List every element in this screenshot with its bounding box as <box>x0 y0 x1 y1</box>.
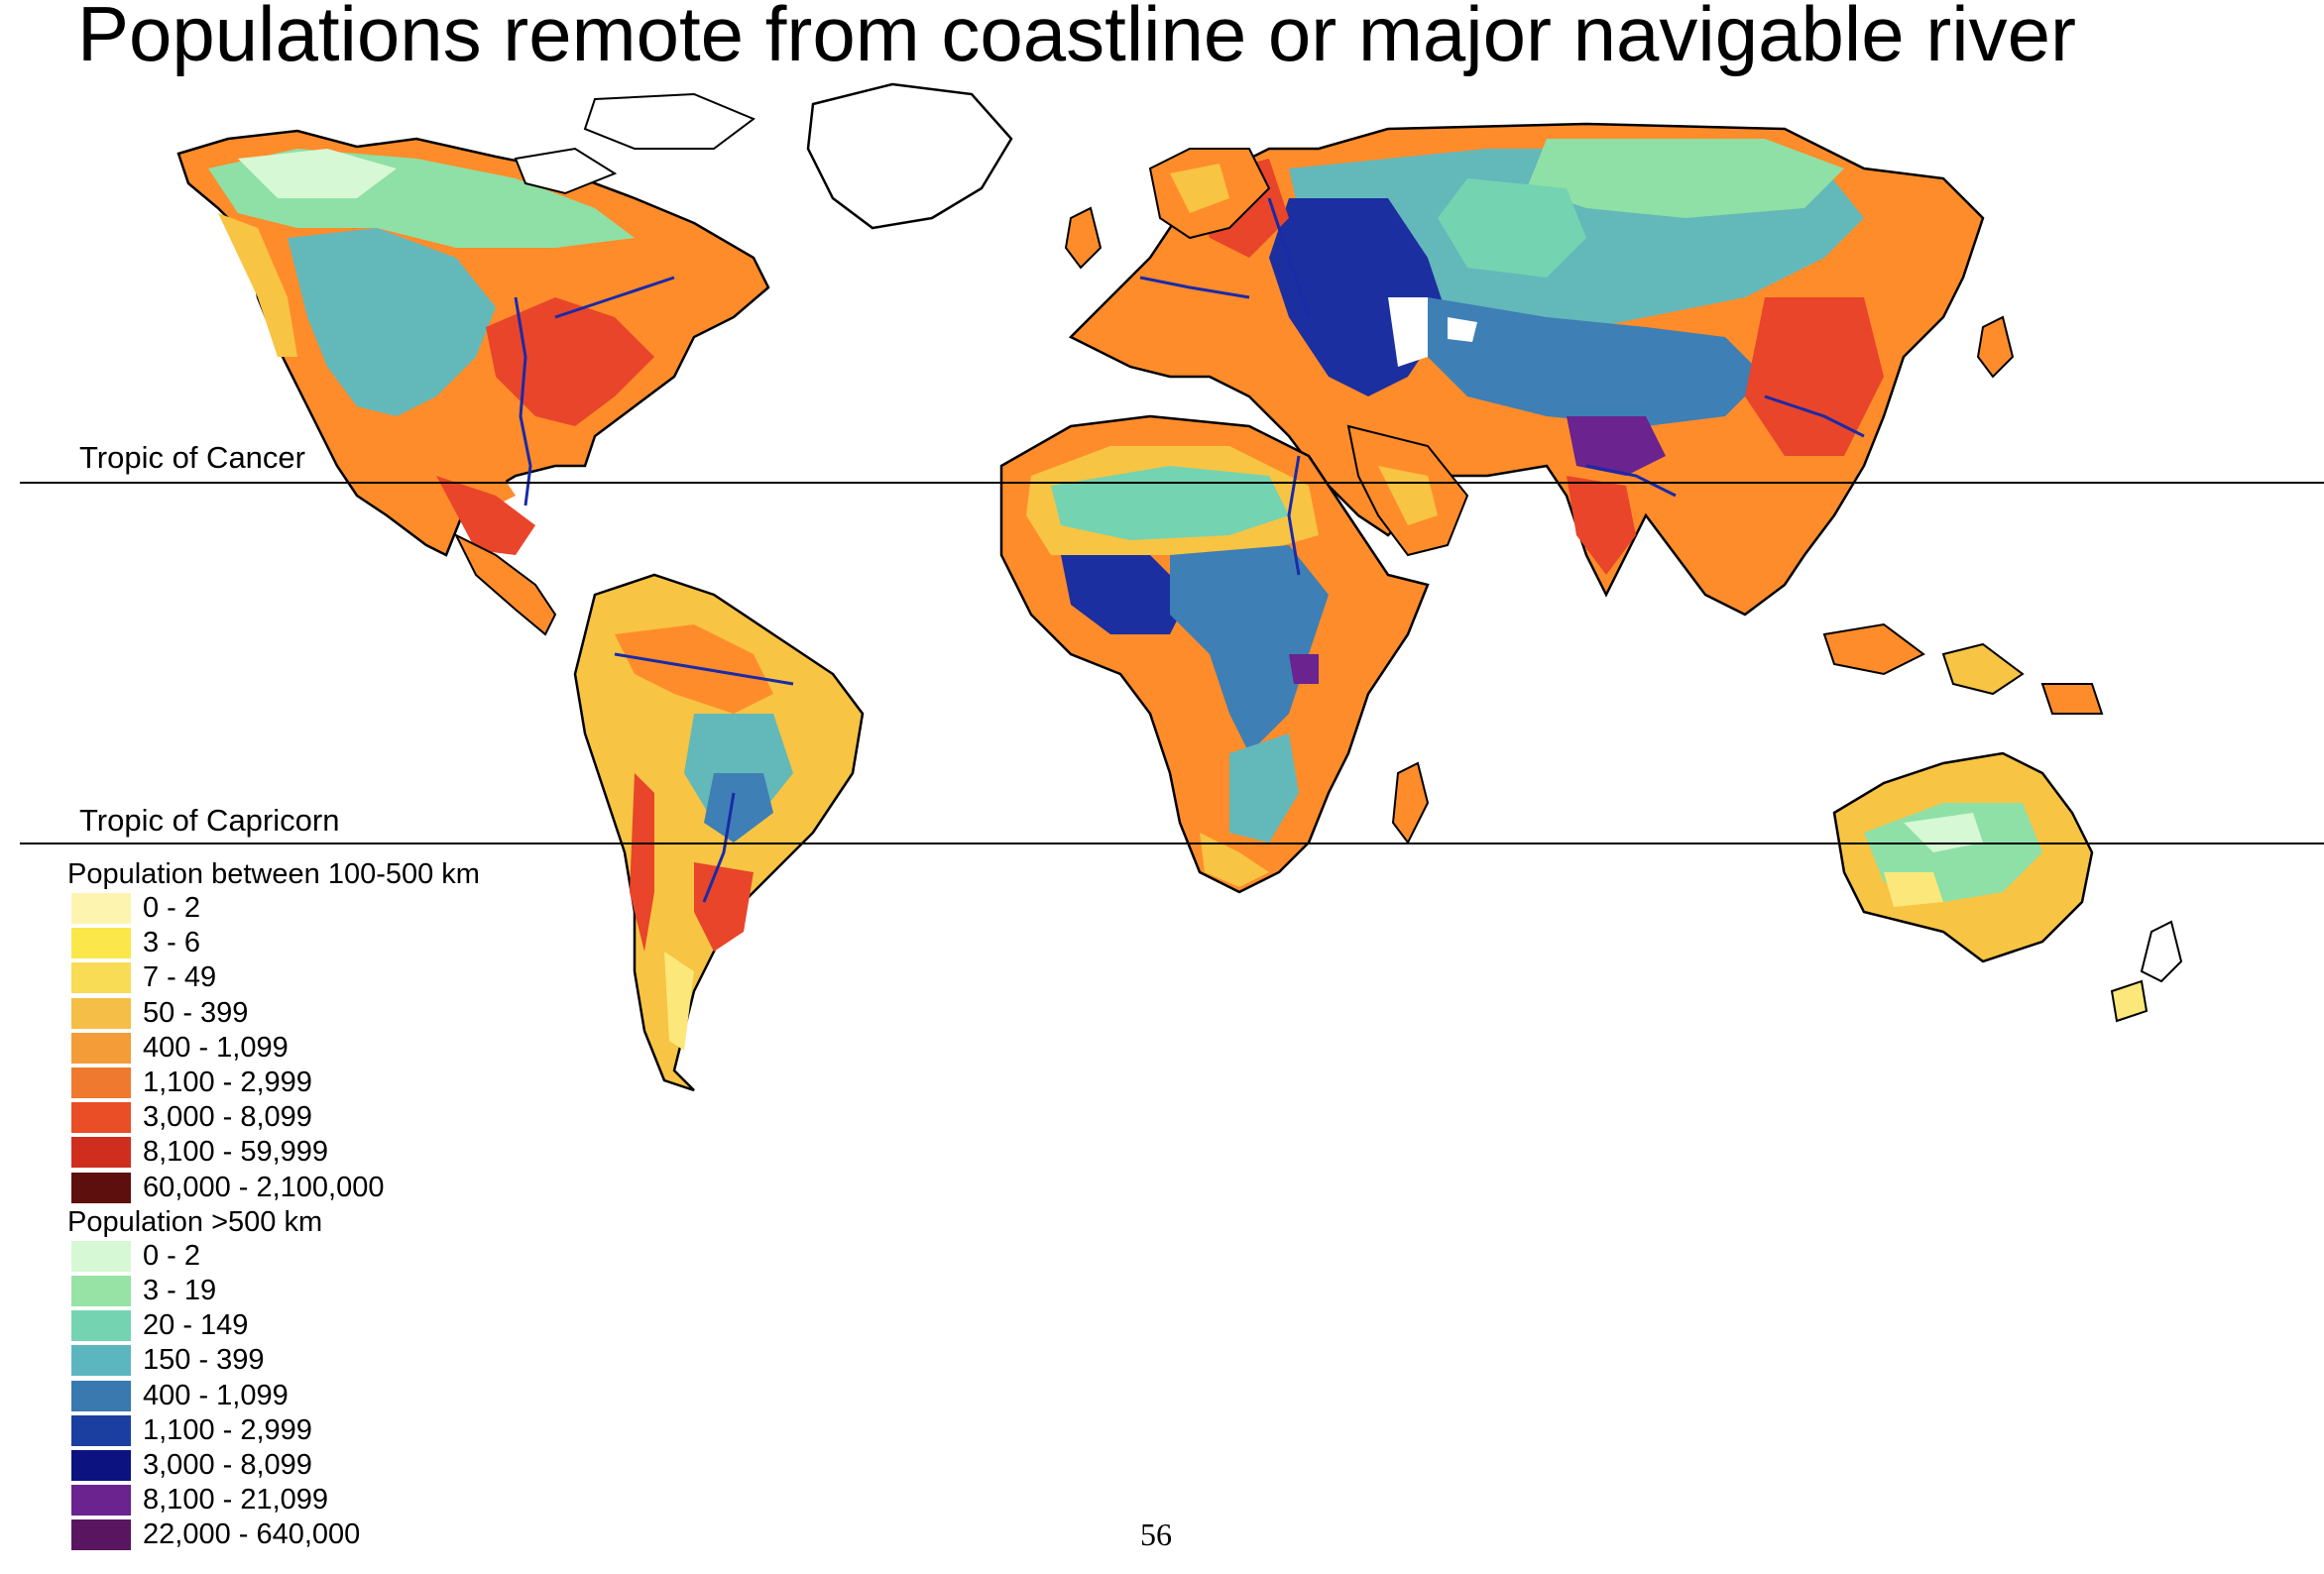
legend-swatch <box>71 1032 131 1064</box>
nile-river <box>1287 455 1301 576</box>
legend-label: 400 - 1,099 <box>143 1031 289 1064</box>
ganges-river <box>1585 464 1677 498</box>
legend-label: 8,100 - 59,999 <box>143 1136 329 1169</box>
legend-item: 8,100 - 59,999 <box>67 1135 480 1170</box>
legend-label: 1,100 - 2,999 <box>143 1067 312 1099</box>
legend-label: 1,100 - 2,999 <box>143 1413 312 1446</box>
legend-swatch <box>71 1137 131 1169</box>
legend-item: 150 - 399 <box>67 1343 480 1378</box>
page-title: Populations remote from coastline or maj… <box>77 0 2076 77</box>
legend-item: 1,100 - 2,999 <box>67 1413 480 1448</box>
legend-swatch <box>71 1414 131 1446</box>
legend-swatch <box>71 928 131 959</box>
legend-label: 8,100 - 21,099 <box>143 1484 329 1517</box>
legend-item: 50 - 399 <box>67 996 480 1031</box>
legend-label: 400 - 1,099 <box>143 1379 289 1411</box>
legend-label: 0 - 2 <box>143 1239 201 1272</box>
greenland-outline <box>806 82 1013 230</box>
australia <box>1832 751 2183 1023</box>
legend-swatch <box>71 962 131 994</box>
legend-swatch <box>71 1102 131 1134</box>
legend-item: 0 - 2 <box>67 891 480 926</box>
legend-swatch <box>71 997 131 1029</box>
legend-far-title: Population >500 km <box>67 1205 323 1238</box>
africa <box>999 414 1430 894</box>
parana-river <box>702 792 736 903</box>
yangtze-river <box>1764 394 1865 438</box>
legend-label: 50 - 399 <box>143 996 249 1029</box>
legend-label: 0 - 2 <box>143 892 201 925</box>
legend-item: 20 - 149 <box>67 1308 480 1343</box>
legend-label: 22,000 - 640,000 <box>143 1518 361 1551</box>
mississippi-river <box>514 296 532 506</box>
legend-swatch <box>71 893 131 925</box>
legend-label: 150 - 399 <box>143 1344 265 1377</box>
st-lawrence-river <box>554 276 675 319</box>
legend-item: 7 - 49 <box>67 960 480 995</box>
danube-river <box>1139 276 1250 299</box>
legend-swatch <box>71 1519 131 1551</box>
legend-swatch <box>71 1240 131 1272</box>
legend-swatch <box>71 1345 131 1377</box>
tropic-of-cancer-label: Tropic of Cancer <box>79 440 305 475</box>
legend-item: 3,000 - 8,099 <box>67 1448 480 1483</box>
legend-label: 3 - 6 <box>143 927 201 959</box>
legend-item: 3 - 19 <box>67 1274 480 1308</box>
legend-swatch <box>71 1275 131 1306</box>
legend-label: 7 - 49 <box>143 961 217 994</box>
north-america <box>176 82 1013 636</box>
legend-label: 3,000 - 8,099 <box>143 1101 312 1134</box>
legend-swatch <box>71 1310 131 1342</box>
legend-item: 3 - 6 <box>67 926 480 960</box>
eurasia <box>1064 122 2015 617</box>
legend-label: 20 - 149 <box>143 1309 249 1342</box>
south-america <box>573 573 865 1092</box>
legend-swatch <box>71 1068 131 1099</box>
legend-label: 60,000 - 2,100,000 <box>143 1171 385 1203</box>
legend-label: 3,000 - 8,099 <box>143 1448 312 1481</box>
legend-item: 60,000 - 2,100,000 <box>67 1171 480 1205</box>
page-number: 56 <box>1140 1517 1172 1552</box>
rivers <box>514 197 1865 903</box>
legend-swatch <box>71 1449 131 1481</box>
legend-item: 0 - 2 <box>67 1239 480 1274</box>
legend-label: 3 - 19 <box>143 1274 217 1306</box>
legend-swatch <box>71 1172 131 1203</box>
legend-item: 1,100 - 2,999 <box>67 1066 480 1100</box>
tropic-of-capricorn-label: Tropic of Capricorn <box>79 803 340 838</box>
legend-item: 22,000 - 640,000 <box>67 1518 480 1552</box>
legend-swatch <box>71 1485 131 1517</box>
legend-item: 3,000 - 8,099 <box>67 1100 480 1135</box>
volga-river <box>1267 197 1311 318</box>
legend-item: 400 - 1,099 <box>67 1378 480 1412</box>
legend-item: 8,100 - 21,099 <box>67 1483 480 1518</box>
legend-item: 400 - 1,099 <box>67 1031 480 1066</box>
legend-swatch <box>71 1380 131 1411</box>
legend-near-title: Population between 100-500 km <box>67 858 480 890</box>
southeast-asia <box>1822 622 2104 715</box>
amazon-river <box>614 652 794 686</box>
